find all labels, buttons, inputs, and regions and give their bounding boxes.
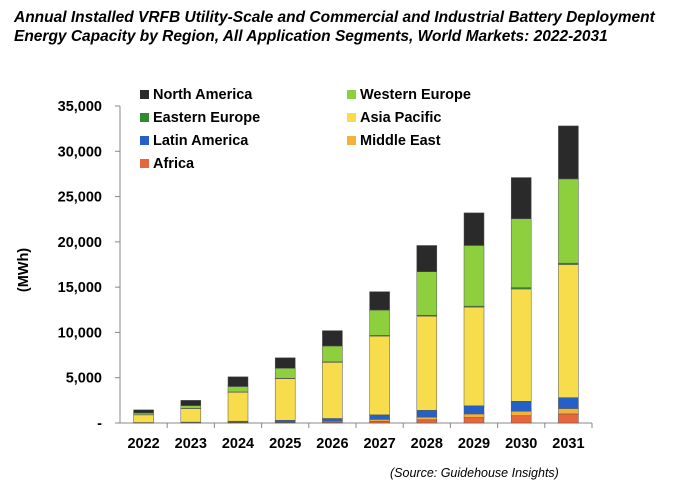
bar-segment — [227, 376, 249, 387]
bar-segment — [416, 419, 438, 424]
x-tick-label: 2028 — [411, 436, 443, 452]
y-tick-label: 5,000 — [66, 371, 102, 387]
bar-segment — [133, 409, 154, 414]
x-tick-label: 2031 — [552, 436, 584, 452]
legend-label: Latin America — [153, 133, 249, 149]
y-tick-label: - — [97, 416, 102, 432]
legend-swatch — [347, 90, 356, 99]
bars — [133, 125, 579, 424]
bar-segment — [322, 362, 343, 419]
bar-segment — [133, 414, 154, 423]
bar-segment — [463, 212, 485, 246]
x-tick-label: 2026 — [316, 436, 348, 452]
legend-swatch — [347, 136, 356, 145]
bar-segment — [322, 418, 343, 422]
x-tick-label: 2029 — [458, 436, 490, 452]
bar-segment — [416, 410, 438, 418]
legend: North America Western Europe Eastern Europ… — [140, 87, 471, 172]
y-tick-label: 30,000 — [58, 144, 102, 160]
x-tick-label: 2022 — [127, 436, 159, 452]
source-note: (Source: Guidehouse Insights) — [390, 466, 559, 480]
x-tick-label: 2025 — [269, 436, 301, 452]
x-tick-label: 2024 — [222, 436, 254, 452]
y-tick-label: 20,000 — [58, 235, 102, 251]
bar-segment — [369, 420, 390, 424]
legend-label: Middle East — [360, 133, 441, 149]
legend-swatch — [140, 90, 149, 99]
legend-swatch — [140, 113, 149, 122]
legend-label: Asia Pacific — [360, 110, 441, 126]
legend-swatch — [140, 159, 149, 168]
bar-segment — [463, 413, 485, 418]
bar-segment — [274, 368, 296, 379]
bar-segment — [274, 378, 296, 421]
chart-title: Annual Installed VRFB Utility-Scale and … — [14, 9, 655, 45]
x-tick-label: 2027 — [363, 436, 395, 452]
bar-segment — [369, 291, 390, 311]
legend-label: Eastern Europe — [153, 110, 260, 126]
x-tick-label: 2023 — [175, 436, 207, 452]
bar-segment — [180, 405, 202, 409]
legend-label: North America — [153, 87, 253, 103]
bar-segment — [322, 345, 343, 363]
y-tick-label: 35,000 — [58, 99, 102, 115]
y-axis-label: (MWh) — [16, 248, 32, 292]
bar-segment — [558, 408, 579, 415]
legend-label: Africa — [153, 156, 195, 172]
bar-segment — [510, 410, 532, 417]
bar-segment — [180, 400, 202, 406]
bar-segment — [180, 408, 202, 423]
bar-segment — [133, 412, 154, 416]
bar-segment — [369, 335, 390, 416]
y-tick-label: 15,000 — [58, 280, 102, 296]
bar-segment — [510, 401, 532, 412]
bar-segment — [558, 178, 579, 264]
y-tick-label: 10,000 — [58, 325, 102, 341]
y-tick-label: 25,000 — [58, 190, 102, 206]
bar-segment — [369, 309, 390, 336]
bar-segment — [227, 386, 249, 393]
bar-segment — [227, 391, 249, 422]
bar-segment — [369, 414, 390, 420]
bar-segment — [510, 415, 532, 424]
bar-segment — [463, 306, 485, 407]
bar-segment — [322, 330, 343, 347]
bar-segment — [416, 416, 438, 421]
bar-segment — [558, 397, 579, 409]
bar-segment — [558, 413, 579, 424]
bar-segment — [558, 125, 579, 180]
bar-segment — [416, 315, 438, 411]
bar-segment — [510, 218, 532, 288]
bar-segment — [558, 264, 579, 398]
bar-segment — [510, 288, 532, 402]
bar-segment — [369, 419, 390, 422]
bar-segment — [510, 177, 532, 220]
x-tick-label: 2030 — [505, 436, 537, 452]
bar-segment — [416, 271, 438, 316]
legend-swatch — [140, 136, 149, 145]
bar-segment — [416, 245, 438, 272]
legend-swatch — [347, 113, 356, 122]
bar-segment — [274, 357, 296, 369]
legend-label: Western Europe — [360, 87, 471, 103]
bar-segment — [463, 417, 485, 424]
bar-segment — [463, 405, 485, 415]
bar-segment — [463, 245, 485, 307]
